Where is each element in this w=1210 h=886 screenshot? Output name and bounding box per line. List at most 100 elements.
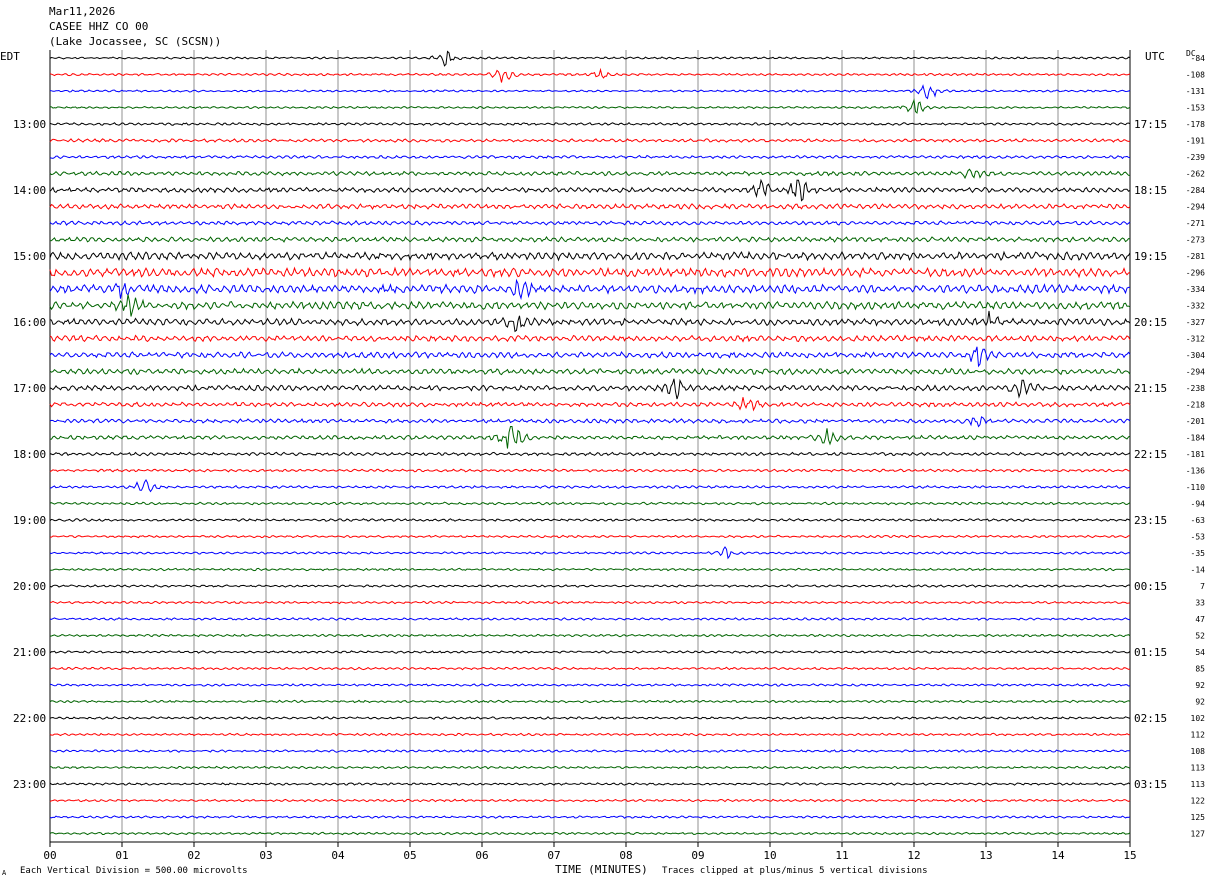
x-tick-label-15: 15: [1123, 849, 1136, 862]
right-time-label-2015: 20:15: [1134, 316, 1167, 329]
trace-row-43: [49, 765, 1131, 770]
dc-offset-row-23: -184: [1186, 434, 1205, 443]
right-time-label-0015: 00:15: [1134, 580, 1167, 593]
dc-offset-row-11: -273: [1186, 236, 1205, 245]
trace-row-41: [49, 732, 1131, 737]
trace-row-4: [49, 122, 1131, 126]
dc-offset-row-18: -304: [1186, 351, 1205, 360]
right-timezone-label: UTC: [1145, 50, 1165, 63]
dc-offset-row-47: 127: [1191, 830, 1206, 839]
x-tick-label-12: 12: [907, 849, 920, 862]
dc-offset-row-16: -327: [1186, 318, 1205, 327]
left-time-label-2100: 21:00: [13, 646, 46, 659]
dc-offset-row-46: 125: [1191, 813, 1206, 822]
x-tick-label-01: 01: [115, 849, 128, 862]
trace-row-15: [49, 294, 1131, 317]
dc-offset-row-17: -312: [1186, 335, 1205, 344]
trace-row-30: [49, 546, 1131, 560]
dc-offset-row-45: 122: [1191, 797, 1206, 806]
dc-offset-row-14: -334: [1186, 285, 1205, 294]
trace-row-9: [49, 203, 1131, 211]
chart-location: (Lake Jocassee, SC (SCSN)): [49, 35, 222, 48]
dc-offset-row-0: -84: [1191, 54, 1206, 63]
dc-offset-row-41: 112: [1191, 731, 1206, 740]
dc-offset-row-5: -191: [1186, 137, 1205, 146]
trace-row-7: [49, 168, 1131, 180]
x-tick-label-05: 05: [403, 849, 416, 862]
trace-row-33: [49, 600, 1131, 605]
trace-row-20: [49, 378, 1131, 400]
x-tick-label-14: 14: [1051, 849, 1065, 862]
dc-offset-row-7: -262: [1186, 170, 1205, 179]
x-tick-label-00: 00: [43, 849, 56, 862]
right-time-label-0315: 03:15: [1134, 778, 1167, 791]
x-tick-label-02: 02: [187, 849, 200, 862]
trace-row-11: [49, 236, 1131, 243]
dc-offset-row-42: 108: [1191, 747, 1206, 756]
trace-row-18: [49, 346, 1131, 368]
trace-row-2: [49, 84, 1131, 100]
dc-offset-row-43: 113: [1191, 764, 1206, 773]
x-tick-label-07: 07: [547, 849, 560, 862]
trace-row-1: [49, 67, 1131, 83]
trace-row-21: [49, 397, 1131, 412]
x-tick-label-10: 10: [763, 849, 776, 862]
dc-offset-row-8: -284: [1186, 186, 1205, 195]
trace-row-40: [49, 716, 1131, 720]
dc-offset-row-32: 7: [1200, 582, 1205, 591]
x-tick-label-13: 13: [979, 849, 992, 862]
x-tick-label-06: 06: [475, 849, 488, 862]
dc-offset-row-36: 54: [1195, 648, 1205, 657]
trace-row-28: [49, 517, 1131, 522]
trace-row-42: [50, 749, 1131, 753]
left-time-label-2300: 23:00: [13, 778, 46, 791]
left-time-label-1800: 18:00: [13, 448, 46, 461]
dc-offset-row-19: -294: [1186, 368, 1205, 377]
trace-row-0: [49, 50, 1131, 67]
left-time-label-2200: 22:00: [13, 712, 46, 725]
dc-offset-row-4: -178: [1186, 120, 1205, 129]
trace-row-22: [49, 416, 1131, 428]
dc-offset-row-35: 52: [1195, 632, 1205, 641]
left-time-label-1600: 16:00: [13, 316, 46, 329]
trace-row-46: [49, 815, 1131, 819]
dc-offset-row-10: -271: [1186, 219, 1205, 228]
right-time-label-0115: 01:15: [1134, 646, 1167, 659]
dc-offset-row-15: -332: [1186, 302, 1205, 311]
trace-row-5: [49, 138, 1131, 143]
dc-offset-row-28: -63: [1191, 516, 1206, 525]
x-tick-label-04: 04: [331, 849, 345, 862]
dc-offset-row-24: -181: [1186, 450, 1205, 459]
right-time-label-1915: 19:15: [1134, 250, 1167, 263]
dc-offset-row-21: -218: [1186, 401, 1205, 410]
trace-row-34: [49, 617, 1131, 621]
x-axis-title: TIME (MINUTES): [555, 863, 648, 876]
x-tick-label-09: 09: [691, 849, 704, 862]
dc-offset-row-12: -281: [1186, 252, 1205, 261]
trace-row-32: [49, 584, 1131, 588]
trace-row-8: [49, 178, 1131, 202]
trace-row-25: [49, 468, 1131, 473]
dc-offset-row-6: -239: [1186, 153, 1205, 162]
right-time-label-0215: 02:15: [1134, 712, 1167, 725]
dc-offset-row-37: 85: [1195, 665, 1205, 674]
dc-offset-row-40: 102: [1191, 714, 1206, 723]
chart-date: Mar11,2026: [49, 5, 116, 18]
dc-offset-row-38: 92: [1195, 681, 1205, 690]
dc-offset-row-30: -35: [1191, 549, 1206, 558]
x-tick-label-11: 11: [835, 849, 848, 862]
left-timezone-label: EDT: [0, 50, 20, 63]
trace-row-26: [49, 479, 1131, 493]
dc-offset-row-29: -53: [1191, 533, 1206, 542]
trace-row-19: [49, 367, 1131, 376]
right-time-label-1715: 17:15: [1134, 118, 1167, 131]
dc-offset-row-1: -108: [1186, 71, 1205, 80]
dc-offset-row-34: 47: [1195, 615, 1205, 624]
trace-row-29: [49, 534, 1131, 539]
dc-offset-row-25: -136: [1186, 467, 1205, 476]
dc-offset-row-33: 33: [1195, 599, 1205, 608]
trace-row-13: [49, 266, 1131, 279]
dc-offset-row-13: -296: [1186, 269, 1205, 278]
x-tick-label-03: 03: [259, 849, 272, 862]
